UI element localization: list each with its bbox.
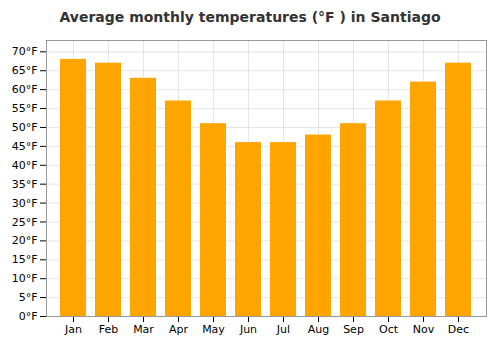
svg-text:60°F: 60°F — [12, 83, 38, 96]
svg-text:May: May — [202, 323, 225, 336]
svg-text:Mar: Mar — [133, 323, 154, 336]
svg-text:Sep: Sep — [343, 323, 364, 336]
svg-text:50°F: 50°F — [12, 121, 38, 134]
html-text:Average monthly temperatures (: Average monthly temperatures (°F ) in Sa… — [59, 9, 441, 25]
svg-text:Aug: Aug — [308, 323, 329, 336]
svg-text:Jun: Jun — [239, 323, 257, 336]
svg-text:55°F: 55°F — [12, 102, 38, 115]
svg-text:10°F: 10°F — [12, 272, 38, 285]
svg-text:70°F: 70°F — [12, 45, 38, 58]
svg-text:Nov: Nov — [413, 323, 435, 336]
svg-text:30°F: 30°F — [12, 197, 38, 210]
svg-text:20°F: 20°F — [12, 234, 38, 247]
svg-text:Jan: Jan — [64, 323, 82, 336]
svg-text:Dec: Dec — [448, 323, 469, 336]
svg-text:65°F: 65°F — [12, 64, 38, 77]
svg-text:Jul: Jul — [276, 323, 290, 336]
svg-text:Oct: Oct — [379, 323, 399, 336]
svg-text:Feb: Feb — [99, 323, 118, 336]
svg-text:5°F: 5°F — [19, 291, 38, 304]
svg-text:Apr: Apr — [169, 323, 189, 336]
svg-text:15°F: 15°F — [12, 253, 38, 266]
svg-text:45°F: 45°F — [12, 140, 38, 153]
svg-text:35°F: 35°F — [12, 178, 38, 191]
svg-text:25°F: 25°F — [12, 215, 38, 228]
svg-text:40°F: 40°F — [12, 159, 38, 172]
svg-text:0°F: 0°F — [19, 310, 38, 323]
